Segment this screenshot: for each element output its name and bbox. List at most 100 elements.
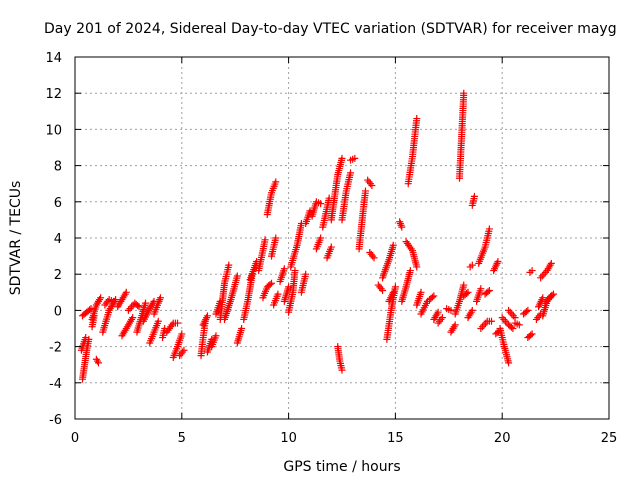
- data-point: [470, 192, 478, 200]
- data-point: [463, 290, 471, 298]
- data-point: [327, 243, 335, 251]
- data-point: [460, 89, 468, 97]
- data-point: [272, 234, 280, 242]
- data-point: [413, 263, 421, 271]
- data-point: [238, 325, 246, 332]
- data-point: [156, 294, 164, 302]
- data-point: [266, 280, 274, 288]
- data-point: [477, 285, 485, 293]
- data-point: [122, 288, 130, 296]
- data-point: [274, 290, 282, 298]
- data-point: [272, 178, 280, 186]
- data-point: [347, 169, 355, 177]
- data-point: [268, 279, 276, 287]
- axis-ticks: [74, 56, 610, 420]
- data-point: [527, 331, 535, 339]
- data-point: [90, 312, 98, 320]
- y-tick-label: 0: [54, 304, 62, 319]
- data-point: [549, 290, 557, 298]
- data-point: [509, 325, 517, 332]
- axis-tick-labels: 0 5 10 15 20 25 -6 -4 -2 0 2 4 6 8 10 12 14: [45, 51, 617, 446]
- data-point: [368, 182, 376, 190]
- data-point: [515, 321, 523, 329]
- data-point: [280, 265, 288, 273]
- data-point: [507, 323, 515, 331]
- data-point: [528, 330, 536, 338]
- data-point: [285, 283, 293, 291]
- x-axis-title: GPS time / hours: [283, 459, 400, 475]
- data-point: [528, 267, 536, 275]
- data-point: [447, 306, 455, 314]
- data-point: [484, 288, 492, 296]
- data-point: [109, 297, 117, 305]
- data-point: [129, 314, 137, 322]
- y-axis-title: SDTVAR / TECUs: [8, 181, 24, 296]
- data-point: [317, 234, 325, 242]
- data-point: [485, 225, 493, 233]
- data-point: [468, 261, 476, 269]
- y-tick-label: 14: [45, 51, 62, 66]
- data-point: [389, 288, 397, 296]
- data-point: [417, 288, 425, 296]
- y-tick-label: 10: [45, 123, 62, 138]
- y-tick-label: -4: [49, 377, 62, 392]
- x-tick-label: 5: [178, 431, 186, 446]
- data-point: [370, 254, 378, 262]
- data-point: [261, 236, 269, 244]
- y-tick-label: -6: [49, 413, 62, 428]
- data-point: [174, 319, 182, 327]
- data-point: [464, 288, 472, 296]
- data-point: [338, 154, 346, 162]
- data-point: [82, 334, 90, 342]
- y-tick-label: 12: [45, 87, 62, 102]
- data-point: [539, 294, 547, 302]
- y-tick-label: -2: [49, 341, 62, 356]
- y-tick-label: 8: [54, 160, 62, 175]
- data-point: [434, 308, 442, 316]
- x-tick-label: 25: [601, 431, 618, 446]
- data-point: [488, 317, 496, 325]
- data-point: [361, 187, 369, 195]
- y-tick-label: 6: [54, 196, 62, 211]
- grid-lines: [75, 57, 609, 419]
- data-point: [291, 267, 299, 275]
- data-point: [547, 259, 555, 267]
- data-point: [178, 330, 186, 338]
- data-point: [203, 312, 211, 320]
- data-point: [524, 306, 532, 314]
- data-point: [391, 283, 399, 291]
- data-point: [134, 302, 142, 310]
- x-tick-label: 0: [71, 431, 79, 446]
- data-point: [548, 291, 556, 299]
- y-tick-label: 4: [54, 232, 62, 247]
- data-point: [438, 314, 446, 322]
- data-point: [430, 292, 438, 300]
- data-point: [389, 241, 397, 249]
- data-point: [302, 270, 310, 278]
- data-point: [505, 359, 513, 367]
- y-tick-label: 2: [54, 268, 62, 283]
- data-point: [398, 223, 406, 231]
- data-point: [212, 332, 220, 340]
- data-point: [379, 286, 387, 294]
- data-point: [317, 200, 325, 208]
- data-point: [94, 359, 102, 367]
- data-point: [413, 115, 421, 123]
- data-point: [460, 281, 468, 289]
- x-tick-label: 20: [494, 431, 511, 446]
- data-point: [406, 267, 414, 275]
- data-point: [225, 261, 233, 269]
- data-point: [338, 366, 346, 374]
- data-point: [180, 346, 188, 354]
- data-point: [485, 286, 493, 294]
- data-point: [351, 154, 359, 162]
- chart-title: Day 201 of 2024, Sidereal Day-to-day VTE…: [44, 21, 617, 37]
- data-points: [77, 89, 557, 383]
- data-point: [468, 306, 476, 314]
- data-point: [154, 317, 162, 325]
- data-point: [494, 258, 502, 266]
- data-point: [86, 306, 94, 314]
- x-tick-label: 15: [387, 431, 404, 446]
- data-point: [141, 299, 149, 307]
